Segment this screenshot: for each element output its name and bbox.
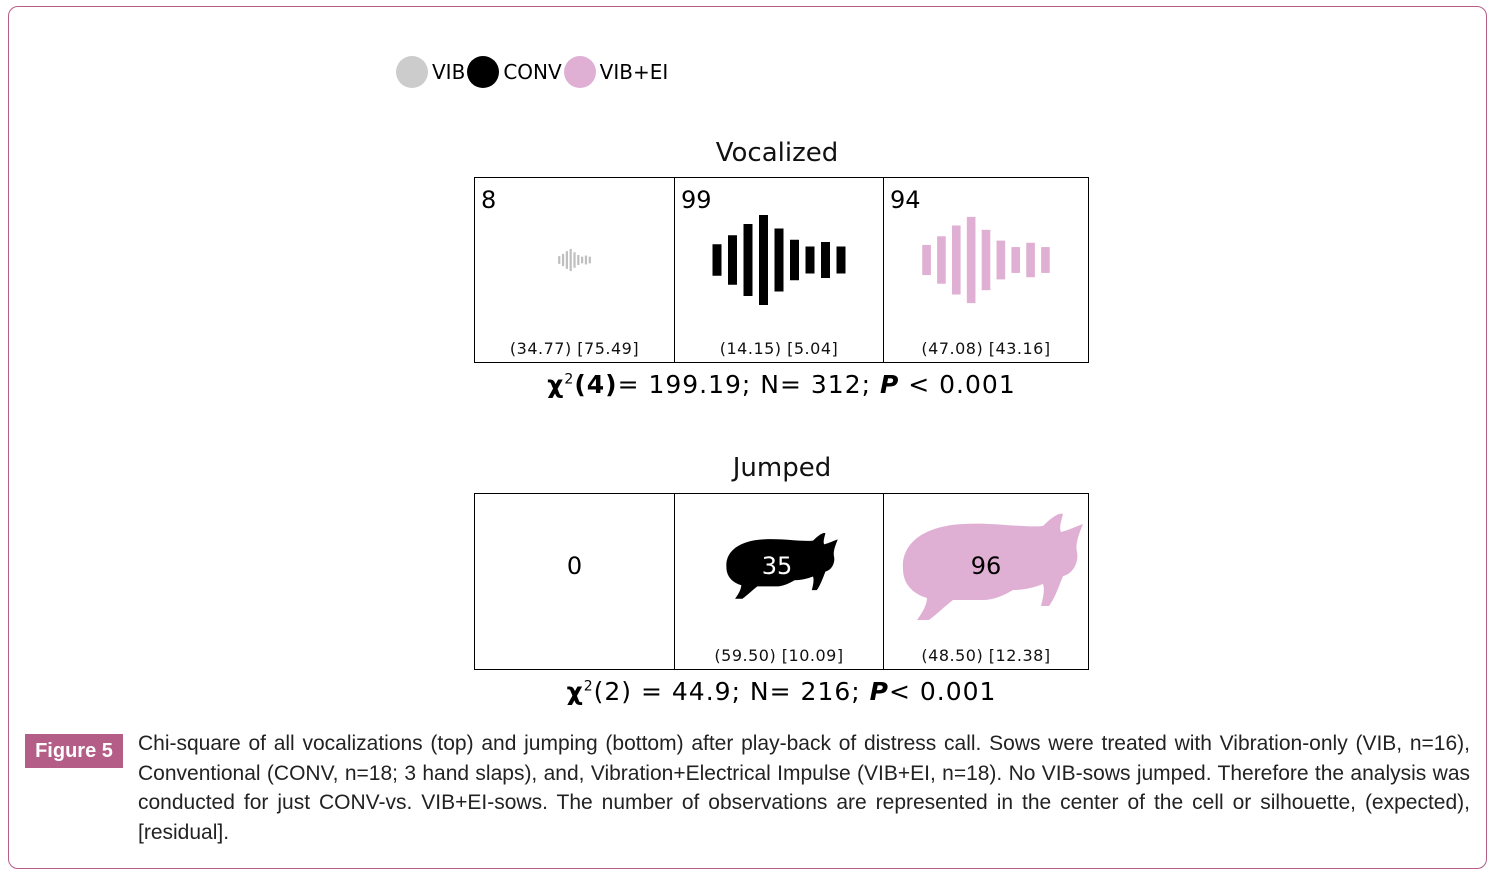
legend-label-vibei: VIB+EI bbox=[599, 60, 669, 84]
wave-bar bbox=[577, 255, 580, 265]
vocalized-count-conv: 99 bbox=[681, 186, 712, 214]
wave-bar bbox=[584, 255, 588, 265]
wave-bar bbox=[558, 256, 561, 264]
figure-badge: Figure 5 bbox=[25, 734, 123, 768]
wave-bar bbox=[728, 235, 737, 285]
jumped-table: 0 35 (59.50) [10.09] 96 (48.50) [12.38] bbox=[474, 493, 1089, 670]
legend: VIB CONV VIB+EI bbox=[396, 52, 670, 92]
jumped-title: Jumped bbox=[732, 453, 832, 483]
wave-bar bbox=[588, 256, 591, 264]
legend-dot-vib bbox=[396, 56, 428, 88]
chi-p: P bbox=[879, 370, 900, 399]
pig-silhouette bbox=[902, 513, 1083, 620]
chi2-p: P bbox=[869, 677, 889, 706]
wave-bar bbox=[790, 239, 799, 281]
vocalized-count-vib: 8 bbox=[481, 186, 497, 214]
chi-sup: 2 bbox=[564, 371, 575, 388]
vocalized-chi-square: χ2(4)= 199.19; N= 312; P < 0.001 bbox=[474, 370, 1089, 399]
wave-bar bbox=[561, 253, 565, 267]
chi2-symbol: χ bbox=[566, 677, 584, 706]
figure-frame bbox=[8, 6, 1487, 869]
wave-bar bbox=[759, 215, 768, 305]
wave-bar bbox=[573, 252, 576, 268]
vocalized-count-vibei: 94 bbox=[890, 186, 921, 214]
vocalized-wave-vib bbox=[558, 248, 591, 272]
wave-bar bbox=[805, 246, 815, 274]
chi2-p-rest: < 0.001 bbox=[888, 677, 997, 706]
legend-item-conv: CONV bbox=[467, 56, 563, 88]
chi-rest: = 199.19; N= 312; bbox=[617, 370, 880, 399]
wave-bar bbox=[569, 248, 572, 272]
wave-bar bbox=[937, 236, 946, 284]
jumped-cell-conv: 35 (59.50) [10.09] bbox=[674, 494, 883, 669]
jumped-stats-vibei: (48.50) [12.38] bbox=[921, 646, 1051, 665]
jumped-pig-vibei bbox=[902, 513, 1083, 620]
vocalized-table: 8 (34.77) [75.49] 99 (14.15) [5.04] 94 (… bbox=[474, 177, 1089, 363]
chi2-rest: = 44.9; N= 216; bbox=[632, 677, 870, 706]
vocalized-title: Vocalized bbox=[715, 138, 839, 168]
jumped-count-vib: 0 bbox=[566, 552, 583, 580]
vocalized-wave-conv bbox=[712, 215, 846, 305]
wave-bar bbox=[581, 256, 584, 264]
wave-bar bbox=[712, 244, 722, 276]
wave-bar bbox=[996, 240, 1006, 280]
wave-bar bbox=[1011, 247, 1021, 273]
legend-label-conv: CONV bbox=[503, 60, 562, 84]
jumped-cell-vibei: 96 (48.50) [12.38] bbox=[883, 494, 1088, 669]
wave-bar bbox=[1026, 242, 1035, 278]
vocalized-cell-conv: 99 (14.15) [5.04] bbox=[674, 178, 883, 362]
chi-df: (4) bbox=[574, 370, 618, 399]
wave-bar bbox=[966, 216, 976, 304]
wave-bar bbox=[565, 251, 568, 269]
pig-silhouette bbox=[726, 532, 838, 599]
jumped-stats-conv: (59.50) [10.09] bbox=[714, 646, 844, 665]
jumped-pig-conv bbox=[726, 532, 838, 599]
jumped-chi-square: χ2(2) = 44.9; N= 216; P< 0.001 bbox=[474, 677, 1089, 706]
legend-dot-vibei bbox=[563, 56, 596, 88]
wave-bar bbox=[922, 244, 931, 276]
wave-bar bbox=[821, 242, 830, 278]
jumped-count-conv: 35 bbox=[761, 552, 793, 580]
jumped-cell-vib: 0 bbox=[475, 494, 674, 669]
vocalized-stats-vib: (34.77) [75.49] bbox=[509, 339, 640, 358]
wave-bar bbox=[981, 229, 991, 291]
figure-caption: Chi-square of all vocalizations (top) an… bbox=[138, 732, 1470, 844]
legend-label-vib: VIB bbox=[432, 60, 466, 84]
vocalized-cell-vibei: 94 (47.08) [43.16] bbox=[883, 178, 1088, 362]
vocalized-cell-vib: 8 (34.77) [75.49] bbox=[475, 178, 674, 362]
vocalized-stats-vibei: (47.08) [43.16] bbox=[921, 339, 1051, 358]
wave-bar bbox=[836, 246, 846, 274]
vocalized-wave-vibei bbox=[922, 216, 1050, 304]
wave-bar bbox=[951, 225, 961, 295]
legend-item-vibei: VIB+EI bbox=[563, 56, 671, 88]
wave-bar bbox=[1041, 247, 1050, 273]
legend-dot-conv bbox=[467, 56, 500, 88]
chi-symbol: χ bbox=[547, 370, 565, 399]
chi-p-rest: < 0.001 bbox=[899, 370, 1016, 399]
vocalized-stats-conv: (14.15) [5.04] bbox=[719, 339, 839, 358]
jumped-count-vibei: 96 bbox=[970, 552, 1002, 580]
legend-item-vib: VIB bbox=[396, 56, 467, 88]
chi2-sup: 2 bbox=[583, 678, 594, 695]
wave-bar bbox=[743, 224, 753, 296]
chi2-df: (2) bbox=[593, 677, 633, 706]
wave-bar bbox=[774, 228, 784, 292]
